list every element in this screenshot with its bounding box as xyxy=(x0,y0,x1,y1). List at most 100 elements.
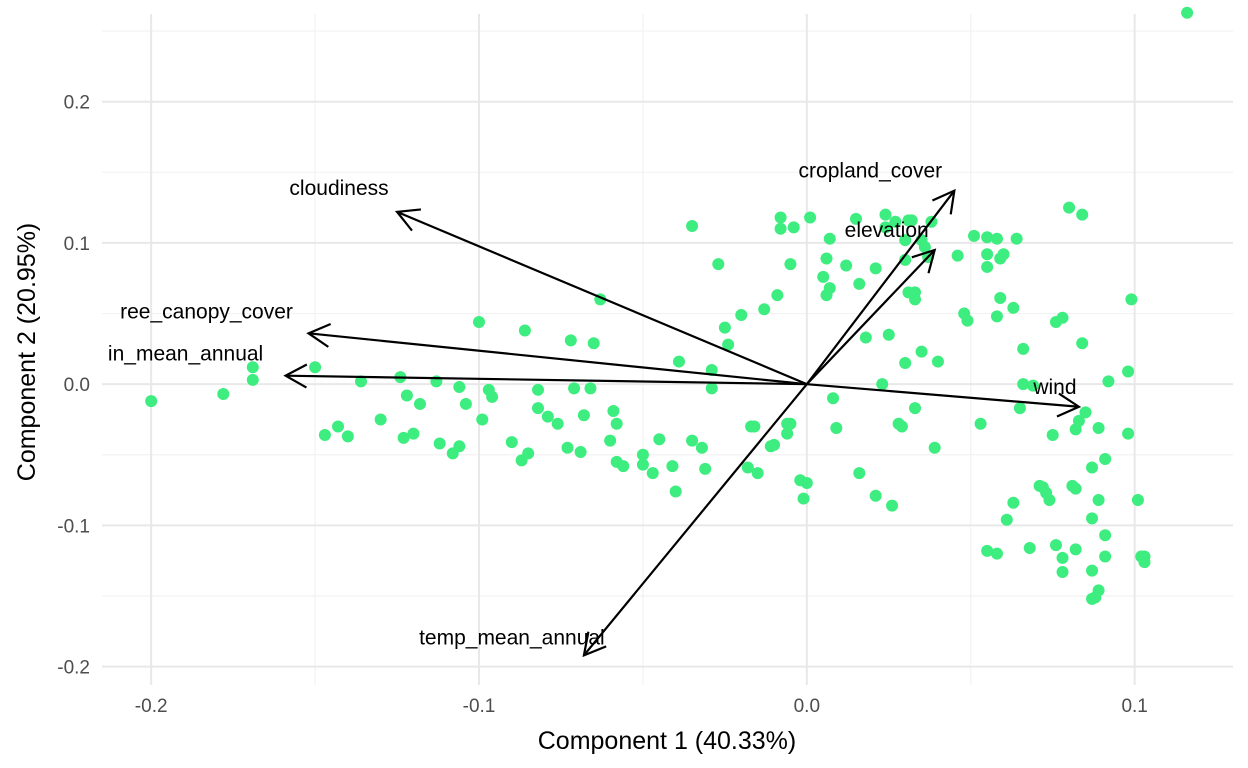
score-point xyxy=(407,427,420,440)
score-point xyxy=(1092,421,1105,434)
score-point xyxy=(1099,529,1112,542)
score-point xyxy=(981,231,994,244)
y-tick-label: 0.0 xyxy=(64,375,90,396)
score-point xyxy=(886,499,899,512)
score-point xyxy=(820,252,833,265)
score-point xyxy=(1076,208,1089,221)
loading-arrow xyxy=(805,190,956,385)
score-point xyxy=(518,324,531,337)
score-point xyxy=(931,355,944,368)
y-tick-label: 0.2 xyxy=(64,93,90,114)
score-point xyxy=(453,440,466,453)
score-point xyxy=(505,436,518,449)
score-point xyxy=(699,462,712,475)
score-point xyxy=(1000,513,1013,526)
score-point xyxy=(928,441,941,454)
score-point xyxy=(433,437,446,450)
score-point xyxy=(817,270,830,283)
score-point xyxy=(994,292,1007,305)
score-point xyxy=(341,430,354,443)
score-point xyxy=(905,214,918,227)
score-point xyxy=(577,409,590,422)
score-point xyxy=(899,253,912,266)
score-point xyxy=(473,316,485,329)
score-point xyxy=(797,492,810,505)
score-point xyxy=(1131,493,1144,506)
score-point xyxy=(990,310,1003,323)
loading-arrow xyxy=(806,383,1080,408)
score-point xyxy=(879,221,892,234)
score-point xyxy=(853,467,866,480)
score-point xyxy=(830,421,843,434)
score-point xyxy=(686,219,699,232)
score-point xyxy=(968,229,981,242)
loading-arrow xyxy=(308,332,807,386)
score-point xyxy=(1013,402,1026,415)
loading-label: wind xyxy=(1032,376,1076,399)
y-tick-label: 0.1 xyxy=(64,234,90,255)
score-point xyxy=(823,232,836,245)
loading-label: in_mean_annual xyxy=(108,343,263,366)
score-point xyxy=(771,289,784,302)
score-point xyxy=(1017,342,1030,355)
score-point xyxy=(981,544,994,557)
score-point xyxy=(397,431,410,444)
score-point xyxy=(568,382,581,395)
score-point xyxy=(718,321,731,334)
y-tick-label: -0.1 xyxy=(57,516,90,537)
score-point xyxy=(840,259,853,272)
score-point xyxy=(607,405,620,417)
score-point xyxy=(551,417,564,430)
loading-arrows xyxy=(283,188,1082,658)
score-point xyxy=(1076,337,1089,350)
loading-arrow xyxy=(806,249,936,385)
y-axis-ticks: -0.2 -0.1 0.0 0.1 0.2 xyxy=(57,93,90,679)
loading-arrowhead xyxy=(931,188,956,215)
score-point xyxy=(584,382,597,395)
score-point xyxy=(246,373,259,386)
loading-arrowhead xyxy=(582,631,607,658)
score-point xyxy=(1046,429,1059,442)
score-point xyxy=(1086,564,1099,577)
x-tick-label: 0.0 xyxy=(794,696,820,717)
score-point xyxy=(850,212,862,225)
loading-label: cropland_cover xyxy=(799,160,943,183)
score-point xyxy=(1069,482,1082,495)
score-point xyxy=(981,260,994,273)
score-point xyxy=(751,467,764,480)
score-point xyxy=(1122,365,1135,378)
score-point xyxy=(1063,201,1076,214)
major-gridlines xyxy=(102,14,1233,685)
score-point xyxy=(981,248,994,261)
score-point xyxy=(636,458,649,471)
score-point xyxy=(1122,427,1135,440)
score-point xyxy=(781,427,794,440)
score-point xyxy=(669,485,682,498)
score-point xyxy=(1056,311,1069,324)
score-point xyxy=(787,221,800,234)
score-point xyxy=(735,308,748,321)
score-point xyxy=(974,417,987,430)
score-point xyxy=(800,477,813,490)
score-point xyxy=(1086,461,1099,474)
score-point xyxy=(1010,232,1023,245)
loading-arrowhead xyxy=(306,322,332,348)
score-point xyxy=(876,378,889,391)
y-axis-title: Component 2 (20.95%) xyxy=(13,223,41,481)
score-point xyxy=(869,489,882,502)
score-point xyxy=(646,467,659,480)
score-point xyxy=(1099,453,1112,466)
score-point xyxy=(1056,566,1069,579)
score-point xyxy=(990,547,1003,560)
minor-gridlines xyxy=(102,14,1233,685)
score-points xyxy=(145,6,1194,605)
x-tick-label: -0.1 xyxy=(463,696,496,717)
score-point xyxy=(915,345,928,358)
loading-arrow xyxy=(285,374,807,386)
score-point xyxy=(823,282,836,295)
score-point xyxy=(895,420,908,433)
score-point xyxy=(653,433,666,446)
loading-arrow xyxy=(583,383,808,657)
loading-labels: cloudiness ree_canopy_cover in_mean_annual… xyxy=(108,160,1077,650)
score-point xyxy=(532,383,545,396)
